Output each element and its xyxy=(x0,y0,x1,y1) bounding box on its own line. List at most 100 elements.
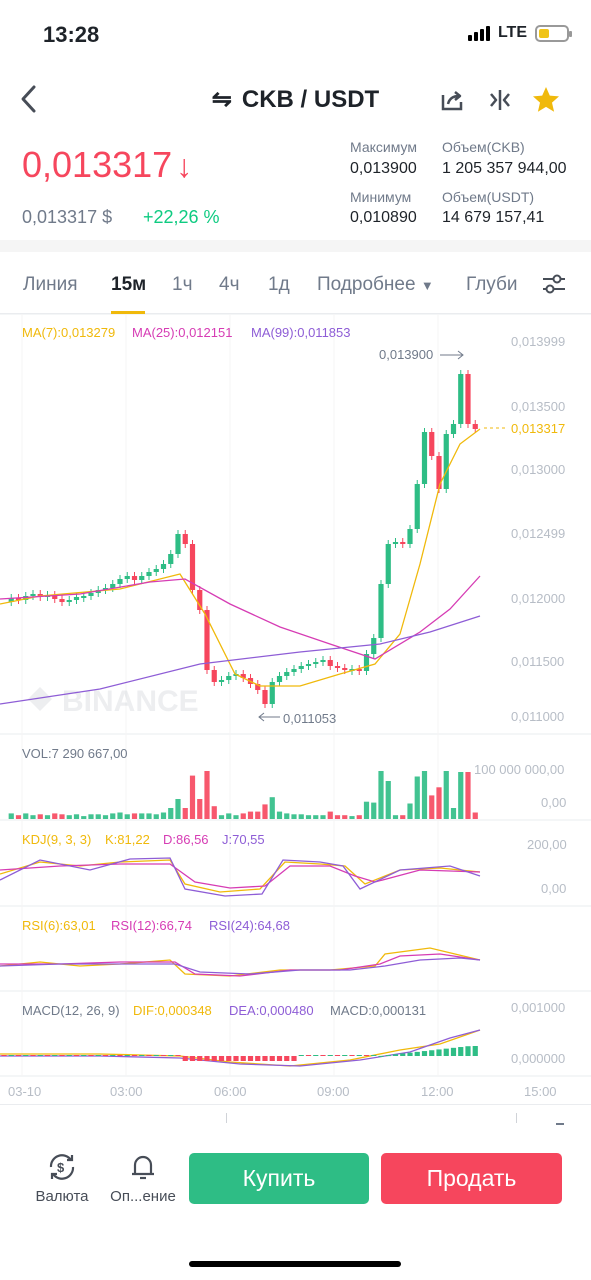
candle xyxy=(298,666,304,669)
pair-title[interactable]: ⇋ CKB / USDT xyxy=(0,85,591,114)
low-label: Минимум xyxy=(350,189,412,205)
kdj-d-line xyxy=(0,863,481,889)
tab-15m[interactable]: 15м xyxy=(111,274,147,295)
tab-1d[interactable]: 1д xyxy=(268,274,290,295)
macd-histogram-bar xyxy=(443,1048,449,1056)
low-marker: 0,011053 xyxy=(283,711,336,726)
macd-histogram-bar xyxy=(392,1054,399,1056)
macd-value: MACD:0,000131 xyxy=(330,1003,426,1018)
alert-button[interactable]: Оп...ение xyxy=(103,1150,183,1205)
sell-button[interactable]: Продать xyxy=(381,1153,562,1204)
candle xyxy=(131,576,138,580)
candle xyxy=(421,432,428,484)
favorite-star-icon[interactable] xyxy=(531,85,561,115)
tab-4h[interactable]: 4ч xyxy=(219,274,240,295)
ma25-line xyxy=(0,575,481,660)
candle xyxy=(284,672,290,676)
macd-histogram-bar xyxy=(349,1055,355,1056)
price-change: +22,26 % xyxy=(143,207,220,227)
macd-histogram-bar xyxy=(385,1055,391,1057)
macd-histogram-bar xyxy=(320,1055,326,1056)
chart-scroll-strip[interactable] xyxy=(0,1104,591,1130)
macd-dif: DIF:0,000348 xyxy=(133,1003,212,1018)
low-value: 0,010890 xyxy=(350,209,417,226)
currency-button[interactable]: $ Валюта xyxy=(22,1150,102,1205)
macd-histogram-bar xyxy=(175,1055,181,1056)
candle xyxy=(8,598,14,602)
volume-bar xyxy=(88,814,94,819)
candle xyxy=(30,594,36,596)
share-icon[interactable] xyxy=(437,85,467,115)
candle xyxy=(175,534,181,554)
candle xyxy=(124,576,130,579)
macd-histogram-bar xyxy=(146,1055,152,1056)
macd-histogram-bar xyxy=(168,1055,174,1056)
volume-bar xyxy=(305,815,312,819)
volume-bar xyxy=(124,814,130,819)
macd-histogram-bar xyxy=(334,1055,341,1056)
home-indicator[interactable] xyxy=(189,1261,401,1267)
macd-histogram-bar xyxy=(240,1056,246,1061)
volume-bar xyxy=(139,813,145,819)
vol-quote-label: Объем(USDT) xyxy=(442,189,535,205)
macd-histogram-bar xyxy=(421,1051,428,1056)
high-value: 0,013900 xyxy=(350,160,417,177)
volume-bar xyxy=(8,813,14,819)
tab-depth[interactable]: Глуби xyxy=(466,274,518,295)
volume-bar xyxy=(175,799,181,819)
volume-bar xyxy=(110,813,116,819)
compare-icon[interactable] xyxy=(485,85,515,115)
high-marker-arrow xyxy=(457,350,464,360)
candle xyxy=(110,584,116,588)
tab-more[interactable]: Подробнее ▼ xyxy=(317,274,434,296)
chart-settings-icon[interactable] xyxy=(541,272,567,296)
candle xyxy=(146,572,152,576)
tab-line[interactable]: Линия xyxy=(23,274,78,295)
rsi24-legend: RSI(24):64,68 xyxy=(209,918,290,933)
volume-bar xyxy=(66,815,72,819)
macd-histogram-bar xyxy=(472,1046,478,1056)
candle xyxy=(392,542,399,544)
ma7-legend: MA(7):0,013279 xyxy=(22,325,115,340)
volume-bar xyxy=(363,801,370,819)
macd-histogram-bar xyxy=(59,1055,65,1056)
time-axis-label: 03:00 xyxy=(110,1084,143,1099)
volume-bar xyxy=(356,815,362,819)
ma99-line xyxy=(0,615,481,705)
macd-axis-top: 0,001000 xyxy=(511,1000,565,1015)
macd-axis-zero: 0,000000 xyxy=(511,1051,565,1066)
volume-bar xyxy=(298,814,304,819)
volume-bar xyxy=(327,811,333,819)
back-icon[interactable] xyxy=(14,83,46,115)
macd-histogram-bar xyxy=(291,1056,297,1061)
volume-bar xyxy=(153,814,159,819)
candle xyxy=(385,544,391,584)
macd-histogram-bar xyxy=(23,1055,29,1056)
price-usd: 0,013317 $ xyxy=(22,207,113,227)
candle xyxy=(450,424,457,434)
interval-tabs: Линия 15м 1ч 4ч 1д Подробнее ▼ Глуби xyxy=(0,252,591,314)
status-bar: 13:28 LTE xyxy=(0,0,591,70)
volume-bar xyxy=(276,811,283,819)
macd-histogram-bar xyxy=(305,1055,312,1056)
macd-histogram-bar xyxy=(342,1055,348,1056)
macd-histogram-bar xyxy=(284,1056,290,1061)
candle xyxy=(371,638,377,654)
volume-bar xyxy=(226,813,232,819)
tab-1h[interactable]: 1ч xyxy=(172,274,193,295)
kdj-axis-top: 200,00 xyxy=(527,837,567,852)
macd-histogram-bar xyxy=(197,1056,203,1061)
candle xyxy=(400,542,406,544)
rsi12-legend: RSI(12):66,74 xyxy=(111,918,192,933)
volume-bar xyxy=(378,771,384,819)
candle xyxy=(182,534,188,544)
kline-chart[interactable]: BINANCE MA(7):0,013279 MA(25):0,012151 M… xyxy=(0,314,591,1104)
candle xyxy=(472,424,478,429)
volume-bar xyxy=(291,814,297,819)
volume-bar xyxy=(385,781,391,819)
macd-histogram-bar xyxy=(139,1055,145,1056)
buy-button[interactable]: Купить xyxy=(189,1153,369,1204)
candle xyxy=(363,654,370,671)
candle xyxy=(117,579,123,584)
macd-histogram-bar xyxy=(327,1055,333,1056)
